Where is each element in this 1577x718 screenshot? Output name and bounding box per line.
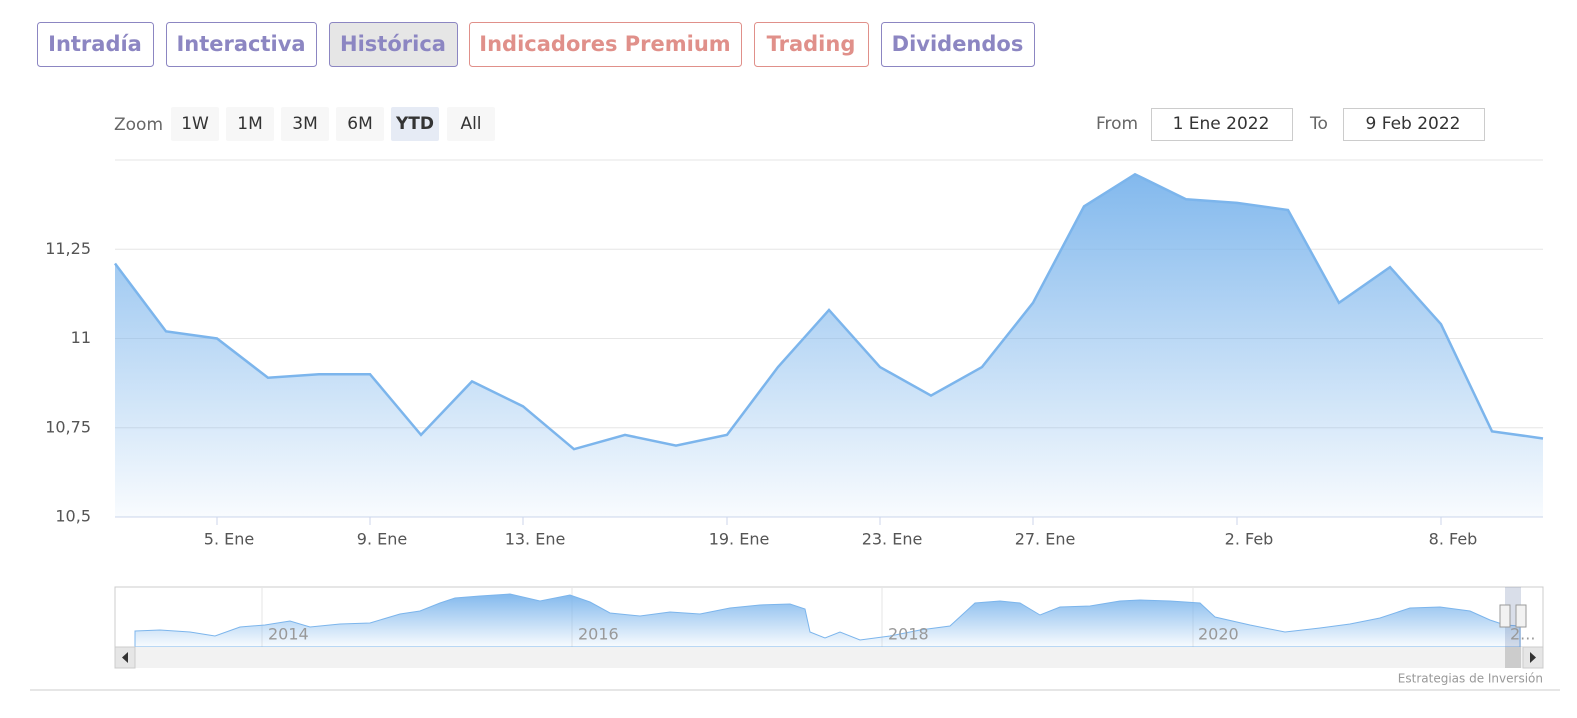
zoom-label: Zoom [114, 115, 163, 135]
y-tick-label: 11,25 [45, 239, 91, 258]
navigator-mask [1505, 587, 1521, 647]
zoom-button-label: YTD [395, 114, 434, 134]
zoom-button[interactable] [281, 107, 329, 141]
scrollbar[interactable] [115, 647, 1543, 668]
x-tick-label: 19. Ene [709, 530, 770, 549]
x-tick-label: 27. Ene [1015, 530, 1076, 549]
zoom-button-label: All [460, 114, 481, 134]
zoom-button[interactable] [226, 107, 274, 141]
navigator-label: 2... [1510, 625, 1535, 644]
zoom-button[interactable] [447, 107, 495, 141]
to-label: To [1309, 114, 1328, 134]
x-tick-label: 23. Ene [862, 530, 923, 549]
tab[interactable] [329, 22, 458, 67]
x-tick-label: 2. Feb [1225, 530, 1274, 549]
scroll-right-arrow [1530, 652, 1536, 663]
navigator-handle[interactable] [1515, 604, 1527, 628]
x-tick-label: 5. Ene [204, 530, 254, 549]
navigator-label: 2020 [1198, 625, 1239, 644]
from-label: From [1096, 114, 1138, 134]
tab[interactable] [166, 22, 317, 67]
navigator-label: 2016 [578, 625, 619, 644]
tab-label: Interactiva [176, 32, 305, 56]
scrollbar-thumb[interactable] [1505, 647, 1521, 668]
area [115, 174, 1543, 517]
navigator-series [134, 593, 1521, 648]
tab-label: Intradía [48, 32, 142, 56]
tab-label: Histórica [340, 32, 446, 56]
zoom-button[interactable] [171, 107, 219, 141]
zoom-button[interactable] [336, 107, 384, 141]
zoom-button-label: 1W [181, 114, 209, 134]
tab[interactable] [754, 22, 869, 67]
credits[interactable]: Estrategias de Inversión [1398, 672, 1543, 686]
from-value: 1 Ene 2022 [1173, 114, 1270, 134]
zoom-button-label: 3M [292, 114, 317, 134]
navigator-label: 2018 [888, 625, 929, 644]
navigator [114, 586, 1544, 669]
navigator-handle[interactable] [1499, 604, 1511, 628]
to-value: 9 Feb 2022 [1366, 114, 1461, 134]
y-tick-label: 10,75 [45, 417, 91, 436]
x-tick-label: 13. Ene [505, 530, 566, 549]
from-input[interactable] [1151, 108, 1293, 141]
navigator-label: 2014 [268, 625, 309, 644]
zoom-button-label: 1M [237, 114, 262, 134]
tab-label: Trading [767, 32, 856, 56]
tab-label: Dividendos [892, 32, 1024, 56]
x-tick-label: 8. Feb [1429, 530, 1478, 549]
y-tick-label: 11 [71, 328, 91, 347]
y-tick-label: 10,5 [55, 507, 91, 526]
zoom-button[interactable] [391, 107, 439, 141]
tab[interactable] [881, 22, 1035, 67]
line [114, 172, 1544, 451]
x-tick-label: 9. Ene [357, 530, 407, 549]
tab[interactable] [37, 22, 154, 67]
scroll-left-arrow [122, 652, 128, 663]
tab[interactable] [469, 22, 742, 67]
to-input[interactable] [1343, 108, 1485, 141]
tab-label: Indicadores Premium [479, 32, 730, 56]
zoom-button-label: 6M [347, 114, 372, 134]
